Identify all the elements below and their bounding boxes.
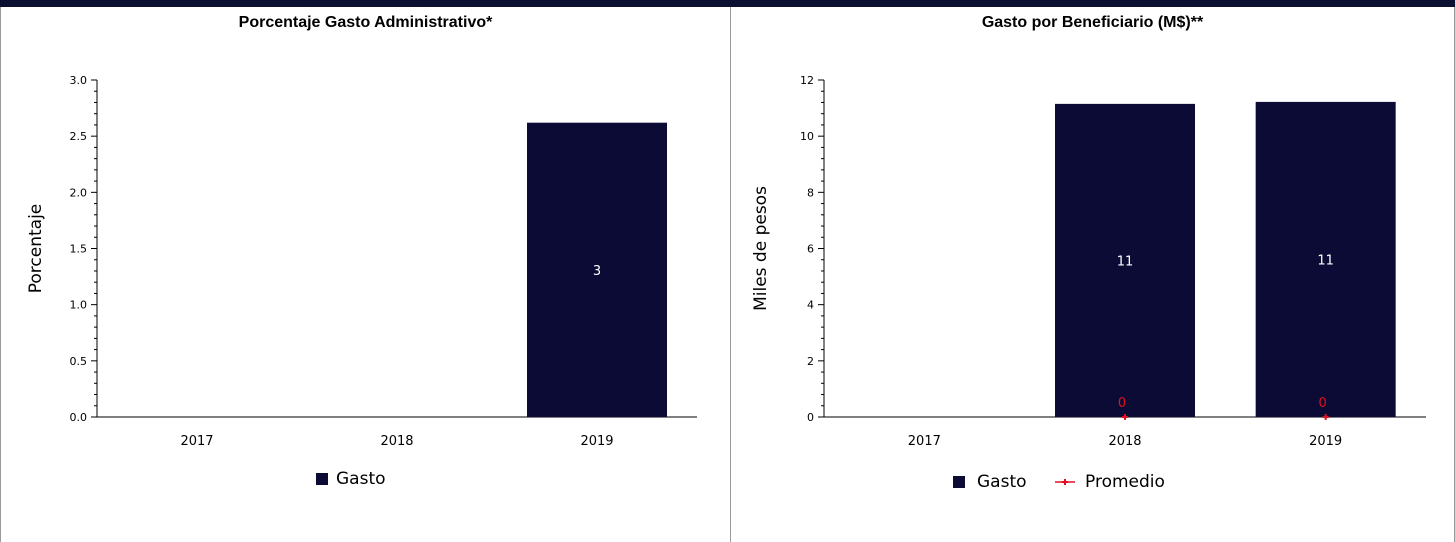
top-header-bar <box>0 0 1455 7</box>
x-tick-label: 2018 <box>380 434 413 449</box>
admin-expense-chart: 0.0 0.5 1.0 1.5 2.0 2.5 3.0 Porcentaje 2017 2018 2… <box>26 74 697 489</box>
y-axis-label: Miles de pesos <box>751 186 771 311</box>
x-tick-label: 2018 <box>1108 434 1141 449</box>
bar <box>1255 101 1396 417</box>
y-tick-label: 1.0 <box>70 299 88 312</box>
bar-data-label: 11 <box>1317 253 1334 268</box>
y-tick-label: 12 <box>800 74 814 87</box>
y-tick-label: 1.5 <box>70 243 88 256</box>
legend-label: Gasto <box>336 469 386 489</box>
x-tick-label: 2019 <box>580 434 613 449</box>
y-tick-label: 2.0 <box>70 186 88 199</box>
chart-title: Porcentaje Gasto Administrativo* <box>238 14 493 31</box>
bar <box>527 122 667 417</box>
y-tick-label: 3.0 <box>70 74 88 87</box>
bar-data-label: 3 <box>593 264 601 279</box>
chart-panel-beneficiary-expense: Gasto por Beneficiario (M$)** 0 2 4 6 8 10 12 M… <box>730 7 1455 542</box>
chart-title: Gasto por Beneficiario (M$)** <box>981 14 1204 31</box>
promedio-data-label: 0 <box>1118 396 1126 411</box>
y-tick-label: 2.5 <box>70 130 88 143</box>
promedio-point <box>1122 414 1128 420</box>
y-tick-label: 0.5 <box>70 355 88 368</box>
beneficiary-expense-chart: 0 2 4 6 8 10 12 Miles de pesos 2017 2018 2019 11 11 0… <box>751 74 1426 492</box>
chart-panel-admin-expense: Porcentaje Gasto Administrativo* 0.0 0.5 1… <box>0 7 731 542</box>
legend-swatch-gasto <box>953 476 965 488</box>
promedio-data-label: 0 <box>1319 396 1327 411</box>
legend-swatch-promedio-marker <box>1062 479 1068 485</box>
y-tick-label: 0.0 <box>70 411 88 424</box>
y-tick-label: 8 <box>807 186 814 199</box>
y-tick-label: 10 <box>800 130 814 143</box>
bar <box>1055 103 1195 417</box>
promedio-point <box>1322 414 1329 420</box>
legend-label: Promedio <box>1085 472 1165 492</box>
y-tick-label: 0 <box>807 411 814 424</box>
x-tick-label: 2017 <box>180 434 213 449</box>
y-axis-label: Porcentaje <box>26 204 46 294</box>
y-tick-label: 4 <box>807 299 814 312</box>
legend-label: Gasto <box>977 472 1027 492</box>
y-tick-label: 6 <box>807 243 814 256</box>
y-tick-label: 2 <box>807 355 814 368</box>
bar-data-label: 11 <box>1117 254 1134 269</box>
x-tick-label: 2019 <box>1309 434 1342 449</box>
x-tick-label: 2017 <box>908 434 941 449</box>
legend-swatch-gasto <box>316 473 328 485</box>
